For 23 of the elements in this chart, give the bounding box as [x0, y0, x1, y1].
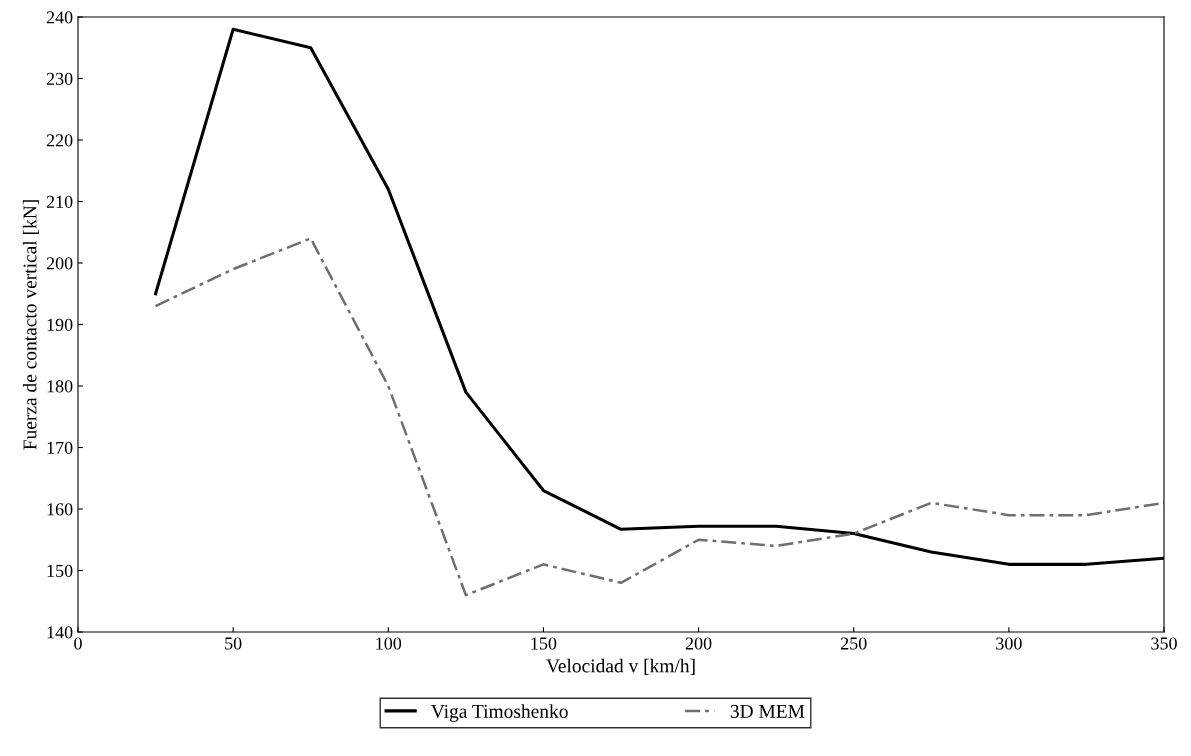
legend-label: 3D MEM — [730, 704, 805, 718]
x-tick-label: 100 — [376, 637, 402, 650]
y-tick-label: 170 — [47, 441, 73, 454]
y-tick-label: 240 — [46, 11, 73, 24]
x-tick-label: 150 — [531, 637, 557, 650]
y-tick-label: 230 — [46, 72, 73, 85]
x-tick-label: 50 — [225, 637, 242, 650]
x-axis-title: Velocidad v [km/h] — [546, 658, 695, 675]
x-tick-label: 250 — [840, 637, 867, 650]
x-tick-label: 0 — [74, 637, 82, 650]
y-tick-label: 190 — [47, 318, 73, 331]
x-tick-label: 350 — [1151, 637, 1177, 650]
y-tick-label: 220 — [46, 134, 73, 147]
y-tick-label: 210 — [46, 195, 73, 208]
y-tick-label: 140 — [47, 626, 73, 639]
y-tick-label: 150 — [47, 564, 73, 577]
y-tick-label: 180 — [47, 380, 73, 393]
y-axis-title: Fuerza de contacto vertical [kN] — [22, 200, 39, 450]
y-tick-label: 200 — [46, 257, 73, 270]
y-tick-label: 160 — [47, 503, 73, 516]
x-tick-label: 200 — [685, 637, 712, 650]
x-tick-label: 300 — [996, 637, 1022, 650]
legend-label: Viga Timoshenko — [431, 704, 568, 722]
